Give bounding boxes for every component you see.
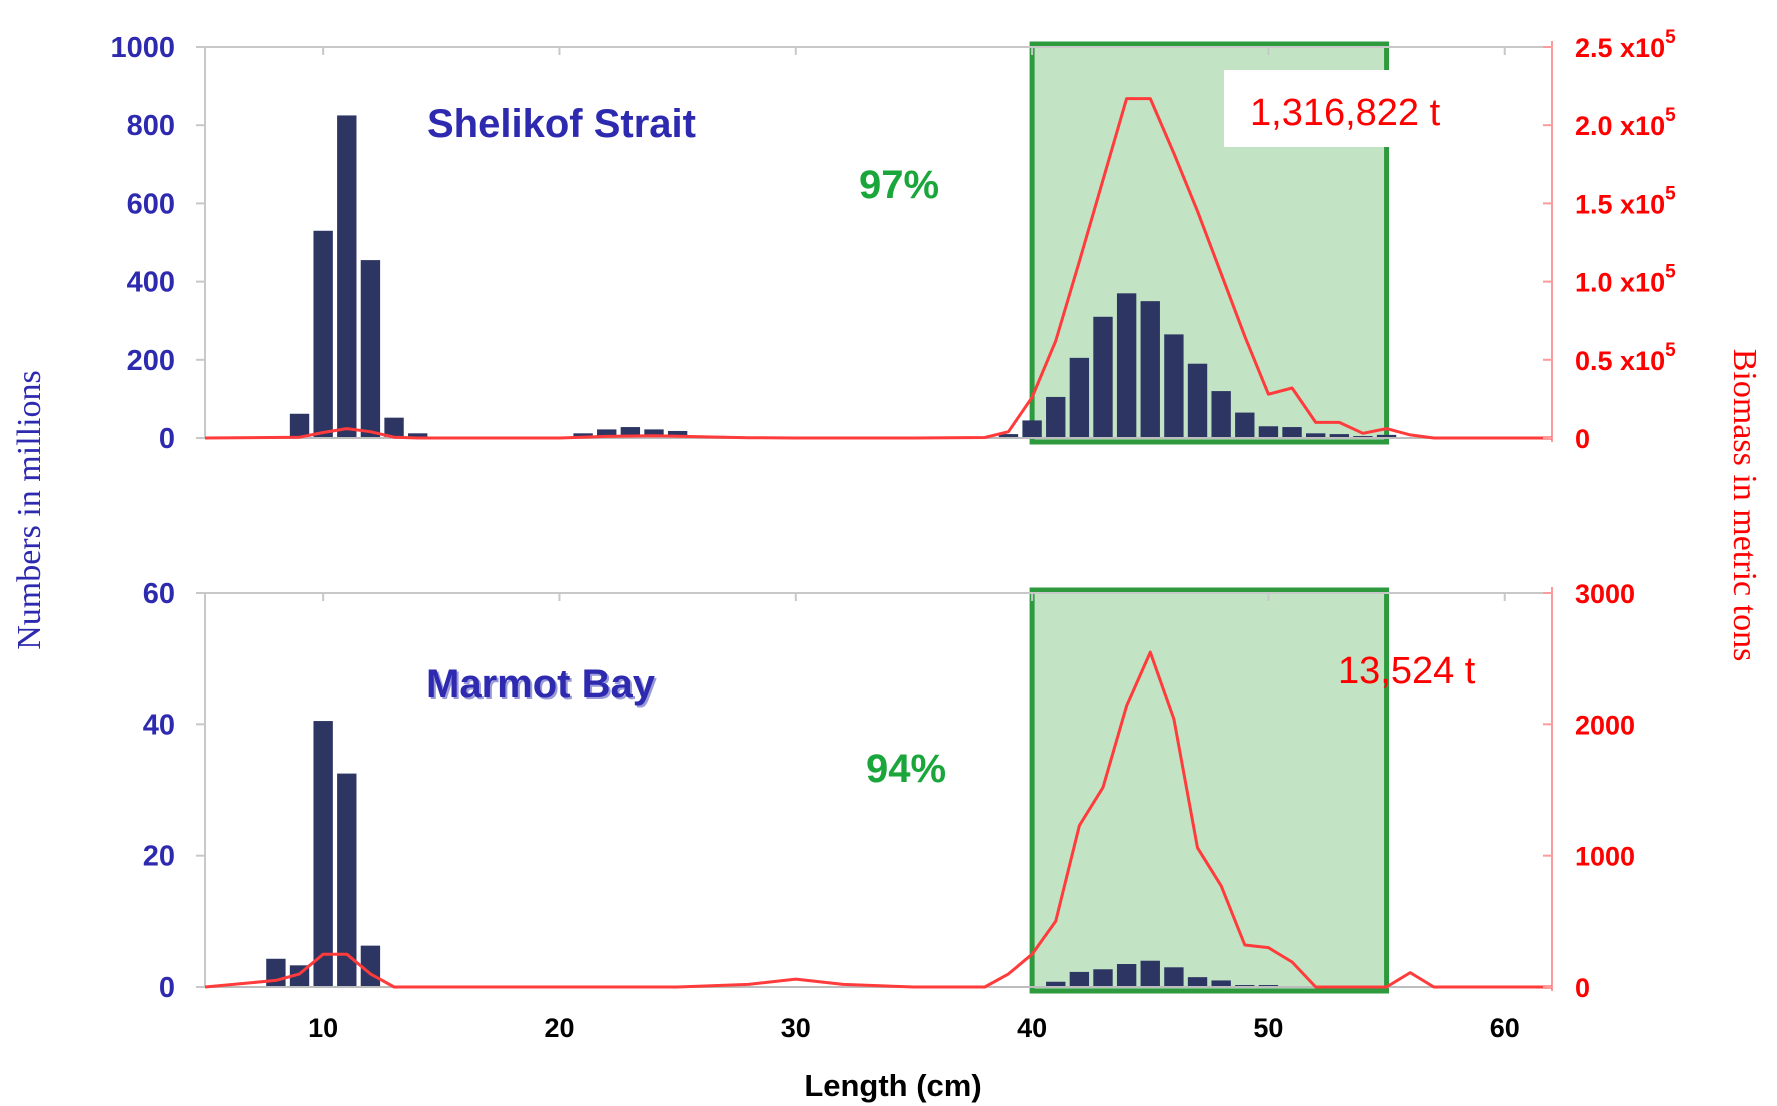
numbers-bar xyxy=(1211,980,1231,987)
left-tick-label: 0 xyxy=(159,423,175,455)
numbers-bar xyxy=(1164,334,1184,438)
left-tick-label: 0 xyxy=(159,972,175,1004)
numbers-bar xyxy=(1235,412,1255,438)
left-tick-label: 60 xyxy=(143,578,175,610)
numbers-bar xyxy=(407,433,428,438)
numbers-bar xyxy=(1282,427,1302,438)
numbers-bar xyxy=(1046,396,1066,438)
left-tick-label: 40 xyxy=(143,709,175,741)
numbers-bar xyxy=(313,230,333,438)
numbers-bar xyxy=(266,958,286,987)
numbers-bar xyxy=(1069,971,1090,987)
numbers-bar xyxy=(1069,357,1090,438)
biomass-line xyxy=(204,650,1552,989)
numbers-bar xyxy=(573,433,593,438)
highlight-percent-label: 94% xyxy=(866,747,946,791)
panel-title: Marmot Bay xyxy=(426,662,656,706)
numbers-bar xyxy=(360,260,381,438)
x-tick-label: 10 xyxy=(308,1013,338,1043)
numbers-bar xyxy=(597,429,617,438)
right-axis-title: Biomass in metric tons xyxy=(1726,349,1763,662)
numbers-bar xyxy=(1164,967,1184,987)
x-tick-label: 60 xyxy=(1490,1013,1520,1043)
numbers-bar xyxy=(1140,301,1160,438)
numbers-bar xyxy=(289,413,310,438)
numbers-bar xyxy=(667,430,688,438)
panel-title: Shelikof Strait xyxy=(427,102,696,146)
left-tick-label: 20 xyxy=(143,841,175,873)
left-tick-labels: 0 200 400 600 800 1000 xyxy=(110,32,205,455)
right-tick-label: 0.5 x105 xyxy=(1575,340,1676,376)
left-axis-title: Numbers in millions xyxy=(11,370,48,650)
numbers-bar xyxy=(644,429,664,438)
right-tick-label: 1.5 x105 xyxy=(1575,183,1676,219)
x-tick-label: 50 xyxy=(1253,1013,1283,1043)
left-tick-label: 800 xyxy=(127,110,175,142)
numbers-bar xyxy=(1211,391,1231,438)
numbers-bar xyxy=(1046,981,1066,987)
numbers-bar xyxy=(1187,977,1208,987)
panel-marmot: 0 20 40 60 0 1000 2000 3000 10 20 30 40 50 60 13,52… xyxy=(143,578,1635,1043)
left-tick-labels: 0 20 40 60 xyxy=(143,578,205,1004)
right-tick-label: 0 xyxy=(1575,424,1590,454)
right-tick-label: 1000 xyxy=(1575,842,1635,872)
highlight-region xyxy=(1029,587,1390,994)
right-tick-labels: 0 1000 2000 3000 xyxy=(1543,579,1635,1003)
right-tick-label: 0 xyxy=(1575,973,1590,1003)
x-tick-label: 20 xyxy=(544,1013,574,1043)
numbers-bar xyxy=(620,427,641,438)
total-biomass-label: 13,524 t xyxy=(1338,650,1476,692)
numbers-bar xyxy=(1116,293,1137,438)
highlight-percent-label: 97% xyxy=(859,163,939,207)
numbers-bar xyxy=(1329,434,1350,438)
x-tick-label: 40 xyxy=(1017,1013,1047,1043)
left-tick-label: 600 xyxy=(127,188,175,220)
right-tick-label: 2.5 x105 xyxy=(1575,27,1676,63)
biomass-line-path xyxy=(204,97,1552,440)
total-biomass-label: 1,316,822 t xyxy=(1250,92,1441,134)
panel-shelikof: 0 200 400 600 800 1000 0 0.5 x105 1.0 x105 1.5 x… xyxy=(110,27,1676,455)
left-tick-label: 400 xyxy=(127,267,175,299)
numbers-bar xyxy=(1187,363,1208,438)
left-tick-label: 1000 xyxy=(110,32,175,64)
numbers-bar xyxy=(1093,969,1113,987)
right-tick-label: 1.0 x105 xyxy=(1575,262,1676,298)
x-axis-title: Length (cm) xyxy=(804,1068,981,1103)
numbers-bar xyxy=(1305,433,1326,438)
right-tick-label: 2000 xyxy=(1575,710,1635,740)
numbers-bar xyxy=(1093,316,1113,438)
right-tick-label: 2.0 x105 xyxy=(1575,105,1676,141)
numbers-bar xyxy=(337,115,357,439)
right-tick-labels: 0 0.5 x105 1.0 x105 1.5 x105 2.0 x105 2.5 x10… xyxy=(1543,27,1676,454)
x-tick-label: 30 xyxy=(781,1013,811,1043)
biomass-line xyxy=(204,97,1552,440)
left-tick-label: 200 xyxy=(127,345,175,377)
numbers-bar xyxy=(1022,420,1042,438)
numbers-bar xyxy=(1116,964,1137,987)
numbers-bar xyxy=(337,773,357,987)
numbers-bar xyxy=(1258,426,1279,438)
numbers-bar xyxy=(1376,434,1397,438)
numbers-bars xyxy=(289,115,1397,439)
numbers-bar xyxy=(384,417,404,438)
numbers-bar xyxy=(998,434,1019,438)
biomass-line-path xyxy=(204,650,1552,989)
numbers-bar xyxy=(1140,960,1160,987)
x-tick-labels: 10 20 30 40 50 60 xyxy=(308,1013,1520,1043)
right-tick-label: 3000 xyxy=(1575,579,1635,609)
biomass-label-background xyxy=(1224,70,1524,147)
numbers-bar xyxy=(313,721,333,987)
